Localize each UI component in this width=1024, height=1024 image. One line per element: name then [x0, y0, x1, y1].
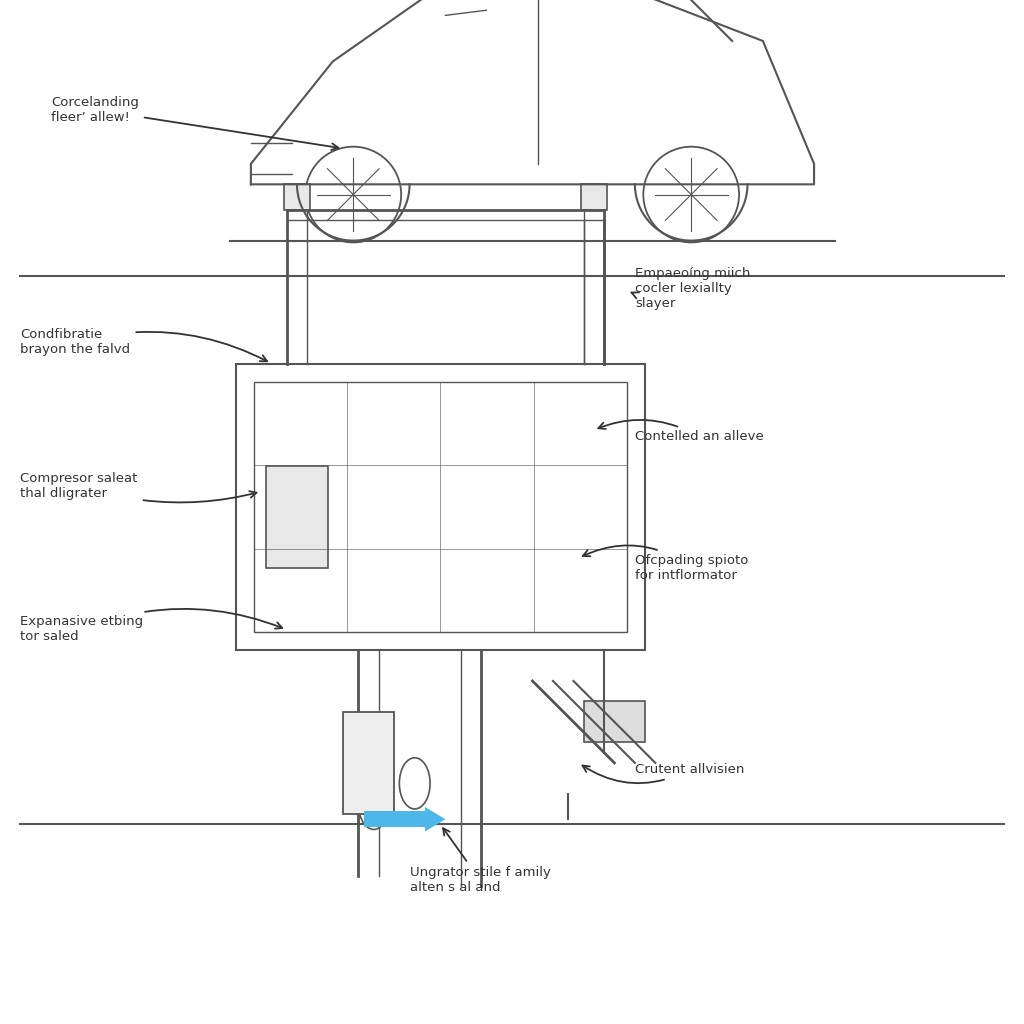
- Bar: [236, 364, 645, 650]
- Bar: [582, 184, 606, 210]
- Text: Ofcpading spioto
for intflormator: Ofcpading spioto for intflormator: [583, 546, 749, 582]
- Text: Condfibratie
brayon the falvd: Condfibratie brayon the falvd: [20, 329, 267, 361]
- Text: Crutent allvisien: Crutent allvisien: [583, 763, 744, 783]
- Bar: [364, 811, 425, 827]
- Text: Ungrator stile f amily
alten s al and: Ungrator stile f amily alten s al and: [410, 828, 551, 894]
- Text: Compresor saleat
thal dligrater: Compresor saleat thal dligrater: [20, 472, 256, 503]
- Polygon shape: [425, 807, 445, 831]
- Text: Empaeoíng miich
cocler lexiallty
slayer: Empaeoíng miich cocler lexiallty slayer: [632, 267, 751, 310]
- Bar: [284, 184, 309, 210]
- Text: Corcelanding
fleerʼ allew!: Corcelanding fleerʼ allew!: [51, 96, 338, 150]
- Bar: [584, 701, 645, 742]
- Bar: [266, 466, 328, 568]
- Text: Expanasive etbing
tor saled: Expanasive etbing tor saled: [20, 609, 283, 643]
- Text: Contelled an alleve: Contelled an alleve: [598, 420, 764, 443]
- Bar: [343, 712, 394, 814]
- Bar: [254, 382, 627, 632]
